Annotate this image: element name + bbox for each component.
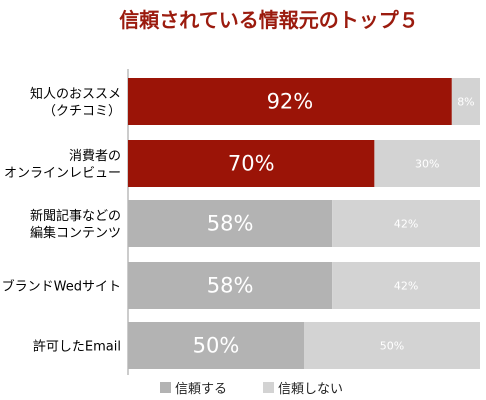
legend-swatch-1	[263, 382, 274, 393]
chart-title: 信頼されている情報元のトップ５	[119, 8, 418, 32]
data-label-distrust-0: 8%	[457, 96, 474, 109]
category-label-4-0: 許可したEmail	[33, 340, 121, 355]
category-label-2-0: 新聞記事などの	[30, 208, 121, 224]
bar-distrust-1	[374, 140, 480, 187]
category-label-1-1: オンラインレビュー	[4, 166, 121, 181]
data-label-trust-3: 58%	[207, 274, 254, 298]
bar-distrust-3	[332, 262, 480, 309]
category-label-0-1: （クチコミ）	[43, 104, 121, 119]
data-label-trust-4: 50%	[193, 334, 240, 358]
legend-label-0: 信頼する	[175, 382, 227, 397]
bar-distrust-4	[304, 322, 480, 369]
data-label-distrust-4: 50%	[380, 340, 404, 353]
data-label-trust-2: 58%	[207, 212, 254, 236]
legend: 信頼する 信頼しない	[160, 382, 343, 397]
category-labels: 知人のおススメ （クチコミ） 消費者のオンラインレビュー新聞記事などの編集コンテンツ…	[2, 86, 121, 355]
bar-trust-4	[128, 322, 304, 369]
bar-distrust-0	[451, 78, 480, 125]
category-label-1-0: 消費者の	[69, 149, 121, 164]
legend-label-1: 信頼しない	[278, 382, 343, 397]
bar-trust-2	[128, 200, 333, 247]
data-label-distrust-2: 42%	[394, 218, 418, 231]
bar-area: 92% 8% 70% 30% 58% 42% 58% 42% 50% 50%	[128, 78, 480, 369]
bar-trust-0	[128, 78, 452, 125]
category-label-2-1: 編集コンテンツ	[30, 225, 121, 241]
data-label-distrust-1: 30%	[415, 158, 439, 171]
bar-distrust-2	[332, 200, 480, 247]
data-label-trust-1: 70%	[228, 152, 275, 176]
bar-trust-3	[128, 262, 333, 309]
category-label-0-0: 知人のおススメ	[30, 86, 121, 102]
data-label-distrust-3: 42%	[394, 280, 418, 293]
category-label-3-0: ブランドWedサイト	[2, 279, 121, 295]
data-label-trust-0: 92%	[267, 90, 314, 114]
bar-trust-1	[128, 140, 375, 187]
legend-swatch-0	[160, 382, 171, 393]
